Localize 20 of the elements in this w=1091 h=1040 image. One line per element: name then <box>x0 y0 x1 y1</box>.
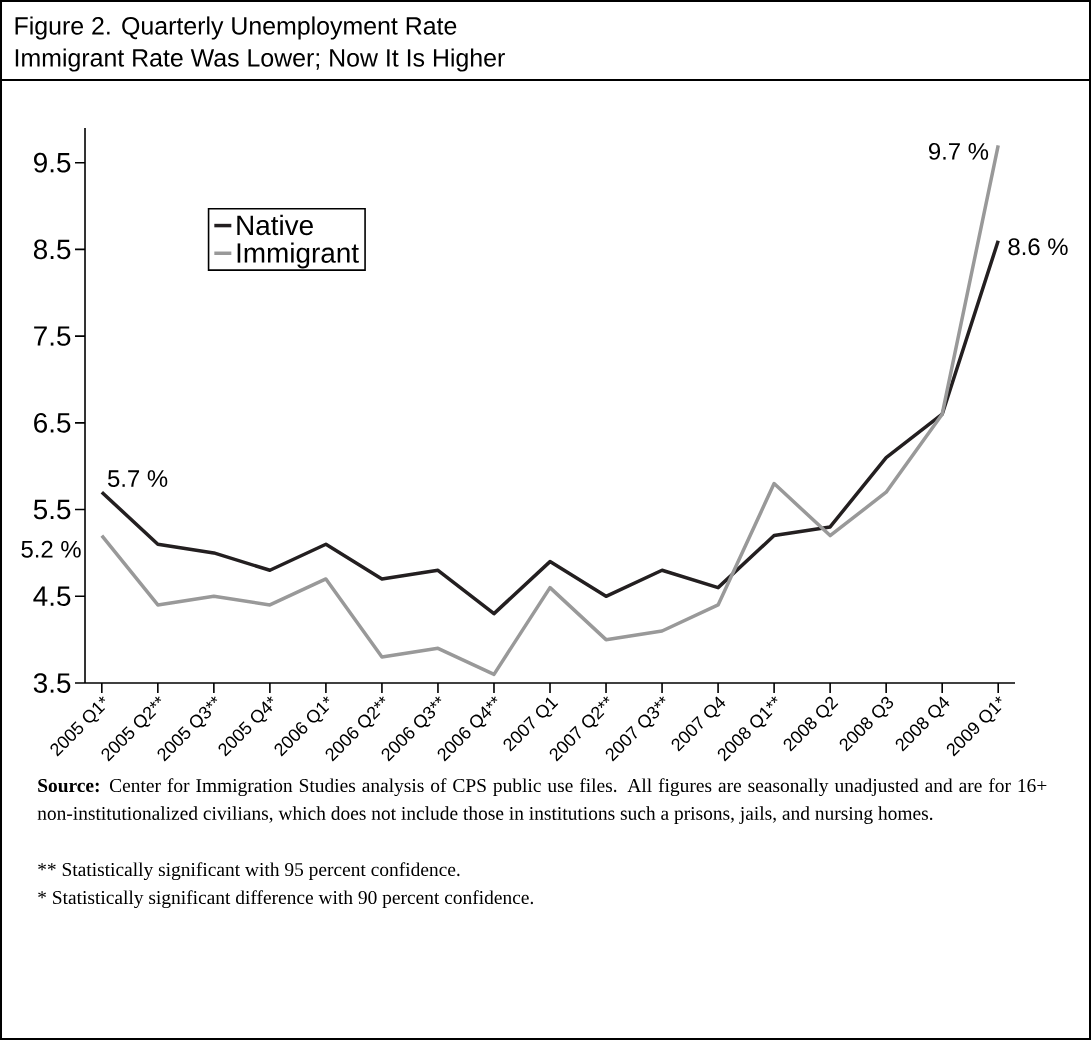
annotation: 9.7 % <box>928 142 989 160</box>
text: Source: Center for Immigration Studies analysis of CPS public use files. All figures are seasonally unadjusted and are for 16+ non-institutionalized civilians, which does not include those in institutions such a prisons, jails, and nursing homes. <box>37 778 1047 824</box>
text: ** Statistically significant with 95 percent confidence. <box>38 862 460 881</box>
y-tick-label: 9.5 <box>34 152 71 173</box>
y-tick-label: 7.5 <box>34 326 71 346</box>
text: * Statistically significant difference with 90 percent confidence. <box>38 890 534 909</box>
chart-subtitle: Immigrant Rate Was Lower; Now It Is Higher <box>15 48 505 72</box>
y-tick-label: 8.5 <box>33 239 71 260</box>
legend-label: Native <box>237 214 313 236</box>
y-tick-label: 6.5 <box>34 412 71 433</box>
annotation: 8.6 % <box>1008 238 1068 256</box>
legend-label: Immigrant <box>237 242 359 269</box>
line-series <box>100 143 1000 677</box>
y-tick-label: 5.5 <box>33 499 71 520</box>
annotation: 5.2 % <box>21 540 81 558</box>
y-tick-label: 3.5 <box>33 673 71 693</box>
chart-title: Figure 2. Quarterly Unemployment Rate <box>15 16 457 40</box>
annotation: 5.7 % <box>107 470 168 488</box>
line-series <box>100 238 1000 616</box>
y-tick-label: 4.5 <box>33 586 71 607</box>
